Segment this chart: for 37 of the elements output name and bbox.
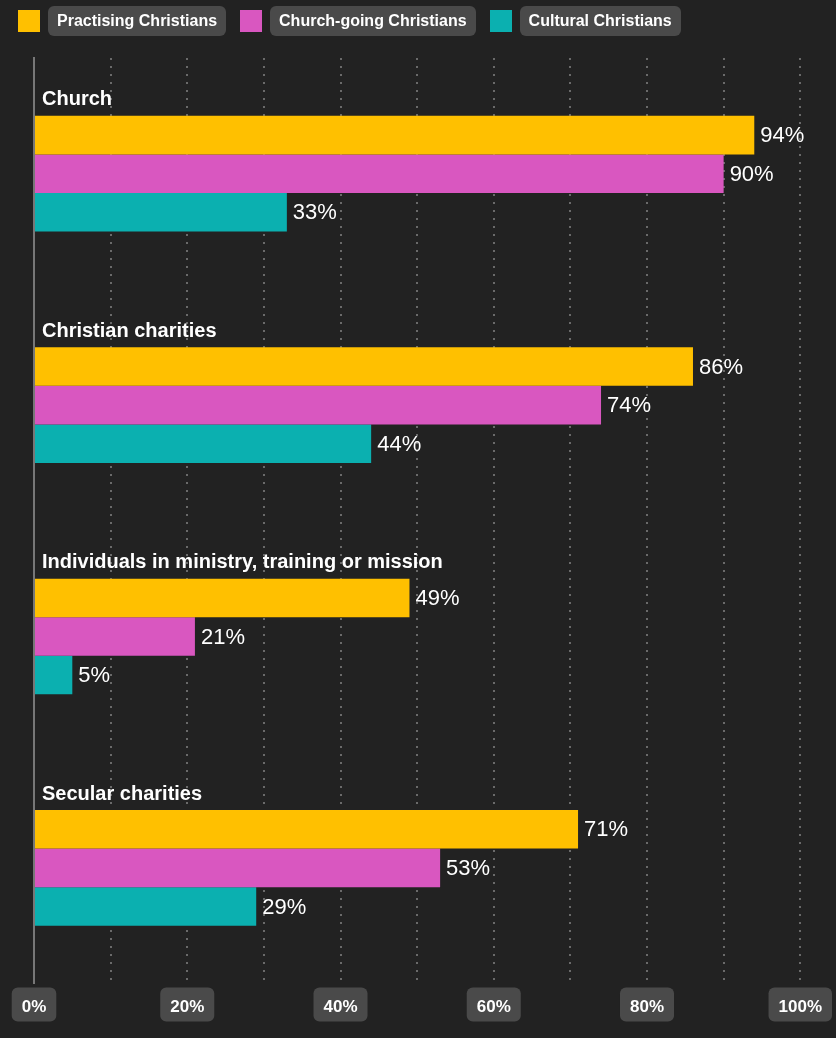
y-tick-label: Secular charities bbox=[42, 781, 203, 804]
x-tick-label: 100% bbox=[778, 997, 822, 1017]
data-label: 5% bbox=[78, 662, 111, 688]
data-label: 71% bbox=[584, 816, 629, 842]
bar bbox=[35, 810, 579, 849]
x-tick-label: 80% bbox=[629, 997, 665, 1017]
x-tick-label: 60% bbox=[476, 997, 511, 1017]
data-label: 53% bbox=[446, 854, 491, 880]
bar bbox=[35, 887, 257, 926]
bar bbox=[35, 578, 410, 618]
x-tick-label: 40% bbox=[323, 997, 358, 1017]
y-tick-label: Church bbox=[42, 87, 112, 110]
legend-label: Practising Christians bbox=[48, 6, 227, 36]
x-tick-label: 0% bbox=[21, 997, 47, 1017]
bar bbox=[35, 655, 73, 695]
data-label: 21% bbox=[200, 623, 245, 649]
data-label: 29% bbox=[262, 893, 307, 919]
x-tick-label: 20% bbox=[170, 997, 205, 1017]
legend-label: Church-going Christians bbox=[270, 6, 476, 36]
data-label: 86% bbox=[698, 353, 744, 379]
data-label: 94% bbox=[760, 122, 805, 148]
data-label: 44% bbox=[377, 430, 422, 456]
bar bbox=[35, 848, 441, 888]
data-label: 33% bbox=[292, 199, 337, 225]
data-label: 74% bbox=[607, 392, 652, 418]
y-tick-label: Christian charities bbox=[42, 318, 217, 341]
legend-label: Cultural Christians bbox=[519, 6, 681, 36]
bar bbox=[35, 115, 755, 155]
bar bbox=[35, 154, 724, 193]
y-tick-label: Individuals in ministry, training or mission bbox=[42, 550, 443, 573]
bar bbox=[35, 424, 372, 463]
bar bbox=[35, 617, 195, 656]
bar bbox=[35, 192, 287, 232]
bar bbox=[35, 347, 693, 386]
data-label: 49% bbox=[415, 585, 460, 610]
bar bbox=[35, 385, 602, 425]
data-label: 90% bbox=[729, 160, 774, 186]
